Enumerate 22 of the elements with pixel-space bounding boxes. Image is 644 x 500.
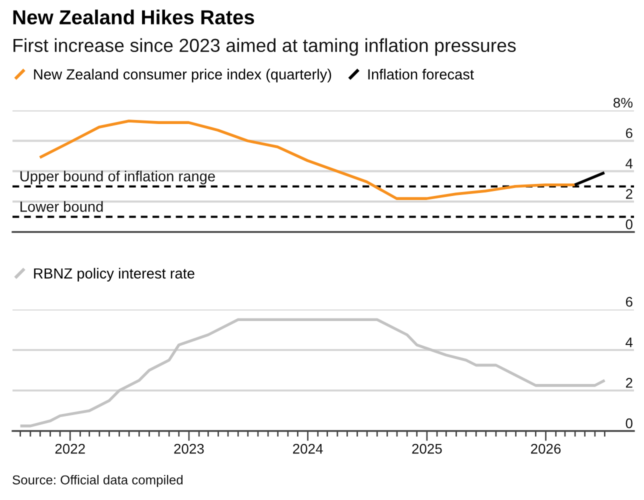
x-tick-label: 2026 xyxy=(531,444,561,454)
ref-line-label: Upper bound of inflation range xyxy=(20,170,215,184)
source-note: Source: Official data compiled xyxy=(12,474,183,488)
legend-label: RBNZ policy interest rate xyxy=(34,268,194,282)
legend-label: Inflation forecast xyxy=(368,68,474,80)
y-tick-label: 2 xyxy=(626,378,632,388)
y-tick-label: 6 xyxy=(626,128,632,138)
x-tick-label: 2022 xyxy=(55,444,85,454)
y-tick-label: 0 xyxy=(626,418,632,428)
y-tick-label: 6 xyxy=(626,296,632,307)
x-tick-label: 2025 xyxy=(412,444,442,454)
y-tick-label: 2 xyxy=(626,189,632,199)
x-tick-label: 2024 xyxy=(293,444,323,454)
ref-line-label: Lower bound xyxy=(20,201,103,212)
y-tick-label: 4 xyxy=(626,338,633,348)
x-tick-label: 2023 xyxy=(174,444,204,454)
y-tick-label: 8% xyxy=(614,98,633,108)
y-tick-label: 4 xyxy=(626,158,633,168)
chart-subtitle: First increase since 2023 aimed at taming inflation pressures xyxy=(14,38,516,56)
chart-title: New Zealand Hikes Rates xyxy=(13,10,254,24)
legend-label: New Zealand consumer price index (quarterly) xyxy=(34,68,332,82)
y-tick-label: 0 xyxy=(626,219,632,230)
